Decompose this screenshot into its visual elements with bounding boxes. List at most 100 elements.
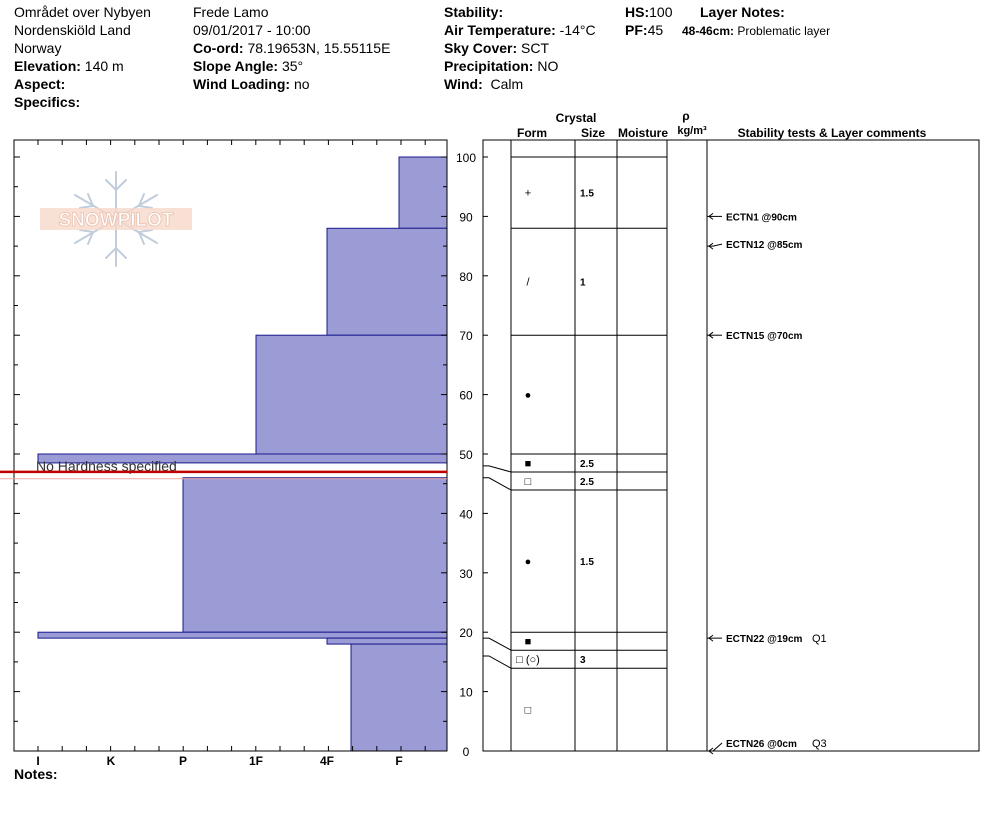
stability-test-label-3: ECTN22 @19cm	[726, 634, 803, 645]
sky-row: Sky Cover: SCT	[444, 39, 549, 57]
air-temp-label: Air Temperature:	[444, 22, 556, 38]
specifics-label: Specifics:	[14, 94, 81, 110]
row-connector-48	[483, 465, 512, 473]
stability-row: Stability:	[444, 3, 503, 21]
layer-notes-label: Layer Notes:	[700, 4, 785, 20]
row-connector-16	[483, 655, 512, 669]
stability-test-label-1: ECTN12 @85cm	[726, 240, 803, 251]
snowflake-icon	[74, 171, 158, 267]
crystal-form-4: □	[525, 476, 532, 488]
stability-arrow-4	[708, 747, 714, 755]
stability-test-label-2: ECTN15 @70cm	[726, 331, 803, 342]
slope-value: 35°	[281, 58, 304, 74]
logo-text: SNOWPILOT	[58, 210, 173, 231]
layer-note-text: Problematic layer	[737, 24, 831, 38]
hs-row: HS:100	[625, 3, 672, 21]
stability-label: Stability:	[444, 4, 504, 20]
hardness-bar-2	[255, 334, 448, 455]
depth-tick-label-10: 10	[459, 686, 473, 700]
crystal-form-3: ■	[525, 458, 532, 470]
crystal-form-8: □	[525, 705, 532, 717]
snowpilot-logo: SNOWPILOT	[40, 171, 192, 267]
crystal-form-1: /	[526, 277, 530, 289]
air-temp-row: Air Temperature: -14°C	[444, 21, 596, 39]
wind-loading-row: Wind Loading: no	[193, 75, 310, 93]
problematic-layer-line	[0, 470, 447, 480]
slope-row: Slope Angle: 35°	[193, 57, 303, 75]
hardness-bars	[37, 156, 448, 752]
slope-label: Slope Angle:	[193, 58, 279, 74]
aspect-row: Aspect:	[14, 75, 65, 93]
wind-value: Calm	[490, 76, 524, 92]
hardness-bar-5	[37, 631, 448, 639]
pf-value: 45	[647, 22, 664, 38]
wind-label: Wind:	[444, 76, 483, 92]
hardness-bar-1	[326, 227, 448, 336]
crystal-size-1: 1	[580, 278, 586, 289]
hardness-tick-label-P: P	[179, 754, 187, 768]
hardness-bar-0	[398, 156, 448, 229]
hardness-frame: 0 10 20 30 40 50 60 70 80 90 100 I K P 1F 4F F	[13, 139, 476, 768]
hs-label: HS:	[625, 4, 650, 20]
crystal-size-7: 3	[580, 655, 586, 666]
wind-loading-label: Wind Loading:	[193, 76, 291, 92]
stability-arrow-1	[708, 242, 714, 250]
depth-tick-label-30: 30	[459, 567, 473, 581]
air-temp-value: -14°C	[559, 22, 596, 38]
crystal-form-5: ●	[525, 556, 532, 568]
coord-row: Co-ord: 78.19653N, 15.55115E	[193, 39, 390, 57]
depth-tick-label-70: 70	[459, 329, 473, 343]
depth-tick-label-80: 80	[459, 270, 473, 284]
precip-label: Precipitation:	[444, 58, 534, 74]
region-name: Nordenskiöld Land	[14, 22, 131, 38]
stability-connector-4	[707, 742, 723, 752]
country-name: Norway	[14, 40, 62, 56]
crystal-form-7: □ (○)	[516, 654, 540, 666]
hardness-tick-label-K: K	[107, 754, 116, 768]
depth-tick-label-20: 20	[459, 626, 473, 640]
stability-test-label-4: ECTN26 @0cm	[726, 739, 797, 750]
stability-arrow-0	[708, 212, 714, 220]
table-border	[482, 139, 980, 752]
location-name: Området over Nybyen	[14, 4, 151, 20]
stability-test-label-0: ECTN1 @90cm	[726, 212, 797, 223]
rho-header: ρ	[682, 109, 689, 123]
logo-band	[40, 208, 192, 230]
aspect-label: Aspect:	[14, 76, 66, 92]
crystal-form-2: ●	[525, 390, 532, 402]
row-connector-19	[483, 637, 512, 651]
crystal-size-0: 1.5	[580, 189, 594, 200]
depth-tick-label-40: 40	[459, 507, 473, 521]
depth-tick-label-0: 0	[463, 745, 470, 759]
hardness-bar-6	[326, 637, 448, 645]
depth-tick-label-90: 90	[459, 210, 473, 224]
row-connector-46	[483, 477, 512, 491]
crystal-size-3: 2.5	[580, 459, 594, 470]
wind-loading-value: no	[293, 76, 310, 92]
sky-label: Sky Cover:	[444, 40, 518, 56]
elevation-label: Elevation:	[14, 58, 81, 74]
coord-value: 78.19653N, 15.55115E	[247, 40, 391, 56]
stability-arrow-2	[708, 331, 714, 339]
crystal-size-5: 1.5	[580, 557, 594, 568]
hardness-tick-label-1F: 1F	[249, 754, 263, 768]
size-header: Size	[581, 126, 605, 140]
depth-tick-label-100: 100	[456, 151, 476, 165]
observation-datetime: 09/01/2017 - 10:00	[193, 22, 311, 38]
crystal-form-6: ■	[525, 636, 532, 648]
specifics-row: Specifics:	[14, 93, 80, 111]
density-unit-header: kg/m³	[677, 125, 707, 137]
elevation-value: 140 m	[84, 58, 124, 74]
stability-test-quality-3: Q1	[812, 633, 827, 645]
hardness-tick-label-4F: 4F	[320, 754, 334, 768]
elevation-row: Elevation: 140 m	[14, 57, 124, 75]
stability-header: Stability tests & Layer comments	[738, 126, 927, 140]
stability-test-quality-4: Q3	[812, 738, 827, 750]
hardness-tick-label-F: F	[395, 754, 402, 768]
no-hardness-text: No Hardness specified	[36, 458, 177, 474]
hs-value: 100	[649, 4, 673, 20]
sky-value: SCT	[521, 40, 550, 56]
crystal-table: +1.5 / 1 ● ■ 2.5 □ 2.5 ● 1.5 ■ □ (○) 3 □	[482, 139, 980, 752]
hardness-bar-7	[350, 643, 448, 752]
